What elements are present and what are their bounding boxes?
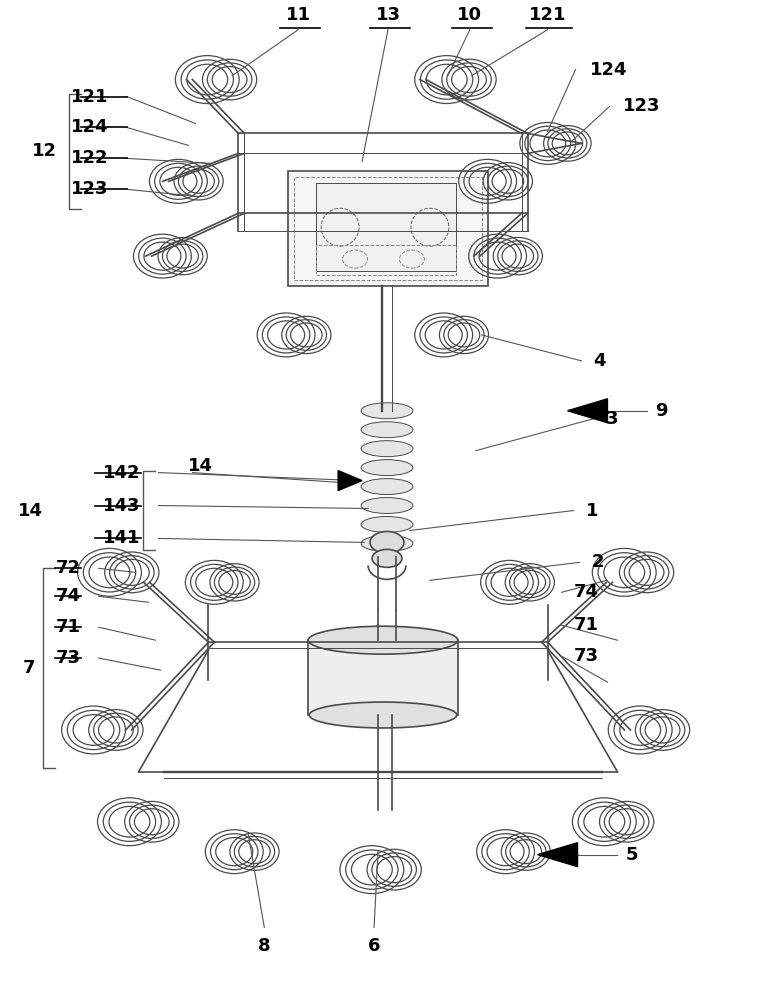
Ellipse shape (361, 498, 413, 513)
Text: 1: 1 (586, 502, 598, 520)
Ellipse shape (309, 702, 457, 728)
Text: 72: 72 (55, 559, 80, 577)
Text: 123: 123 (623, 97, 661, 115)
Ellipse shape (372, 549, 402, 567)
Ellipse shape (361, 441, 413, 457)
Text: 73: 73 (573, 647, 598, 665)
Ellipse shape (308, 626, 458, 654)
Polygon shape (568, 399, 608, 423)
Ellipse shape (361, 460, 413, 476)
Text: 3: 3 (605, 410, 618, 428)
Text: 14: 14 (188, 457, 213, 475)
Ellipse shape (361, 422, 413, 438)
Ellipse shape (361, 479, 413, 495)
Text: 6: 6 (368, 937, 380, 955)
Text: 12: 12 (32, 142, 57, 160)
Text: 141: 141 (103, 529, 141, 547)
Text: 13: 13 (376, 6, 401, 24)
Text: 2: 2 (591, 553, 604, 571)
Text: 74: 74 (573, 583, 598, 601)
Text: 71: 71 (55, 618, 80, 636)
Text: 74: 74 (55, 587, 80, 605)
Polygon shape (338, 471, 362, 491)
Polygon shape (537, 843, 577, 867)
Text: 124: 124 (590, 61, 627, 79)
Ellipse shape (361, 516, 413, 532)
Ellipse shape (361, 403, 413, 419)
Text: 11: 11 (286, 6, 311, 24)
Ellipse shape (370, 531, 404, 553)
Text: 121: 121 (529, 6, 566, 24)
Text: 124: 124 (71, 118, 109, 136)
Text: 122: 122 (71, 149, 109, 167)
FancyBboxPatch shape (288, 171, 488, 286)
Text: 121: 121 (71, 88, 109, 106)
FancyBboxPatch shape (316, 183, 456, 271)
Ellipse shape (361, 535, 413, 551)
Text: 142: 142 (103, 464, 141, 482)
Text: 8: 8 (258, 937, 271, 955)
Text: 4: 4 (594, 352, 606, 370)
Text: 5: 5 (626, 846, 638, 864)
Text: 73: 73 (55, 649, 80, 667)
Text: 7: 7 (23, 659, 35, 677)
Text: 123: 123 (71, 180, 109, 198)
FancyBboxPatch shape (308, 640, 458, 715)
Text: 14: 14 (19, 502, 44, 520)
Text: 71: 71 (573, 616, 598, 634)
Text: 9: 9 (655, 402, 668, 420)
Text: 143: 143 (103, 497, 141, 515)
Text: 10: 10 (458, 6, 483, 24)
